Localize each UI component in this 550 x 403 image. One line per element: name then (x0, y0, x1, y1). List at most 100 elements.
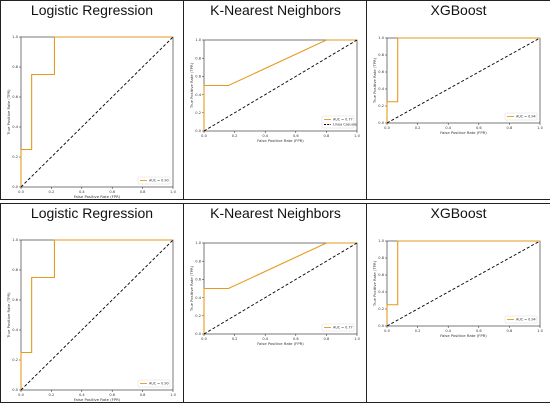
chart-title: XGBoost (430, 205, 487, 221)
y-tick-label: 0.0 (378, 121, 384, 125)
x-tick-label: 1.0 (537, 126, 543, 130)
x-axis-label: False Positive Rate (FPR) (257, 138, 304, 143)
roc-plot: 0.0 0.2 0.4 0.6 0.8 1.0 0.0 0.2 0.4 0.6 0.8 1.0 Fals… (372, 239, 544, 338)
x-axis-label: False Positive Rate (FPR) (74, 397, 121, 402)
legend-box (137, 379, 171, 388)
y-tick-label: 1.0 (195, 38, 201, 42)
x-tick-label: 0.0 (18, 190, 24, 194)
x-tick-label: 0.2 (49, 393, 55, 397)
x-tick-label: 0.8 (140, 190, 146, 194)
y-axis-label: True Positive Rate (TPR) (6, 89, 11, 136)
legend-box (504, 315, 538, 324)
legend-label: AUC = 0.77 (333, 326, 353, 330)
chart-title: K-Nearest Neighbors (210, 205, 341, 221)
chance-diagonal-line (20, 36, 174, 188)
chance-diagonal-line (20, 239, 174, 391)
y-tick-label: 0.8 (12, 65, 18, 69)
y-tick-label: 0.4 (12, 328, 18, 332)
y-tick-label: 0.6 (195, 75, 201, 79)
y-tick-label: 1.0 (12, 35, 18, 39)
y-tick-label: 0.0 (12, 388, 18, 392)
y-tick-label: 0.2 (12, 155, 18, 159)
y-axis-label: True Positive Rate (TPR) (372, 260, 377, 307)
legend-box (321, 115, 355, 129)
y-axis-label: True Positive Rate (TPR) (372, 57, 377, 104)
x-tick-label: 0.4 (79, 393, 85, 397)
x-tick-label: 0.4 (445, 329, 451, 333)
y-tick-label: 0.4 (195, 93, 201, 97)
roc-plot: 0.0 0.2 0.4 0.6 0.8 1.0 0.0 0.2 0.4 0.6 0.8 1.0 Fals… (189, 38, 361, 143)
y-tick-label: 0.8 (195, 56, 201, 60)
roc-plot: 0.0 0.2 0.4 0.6 0.8 1.0 0.0 0.2 0.4 0.6 0.8 1.0 Fals… (6, 238, 177, 402)
y-tick-label: 0.2 (195, 314, 201, 318)
x-tick-label: 0.8 (324, 337, 330, 341)
y-tick-label: 0.8 (195, 259, 201, 263)
roc-plot: 0.0 0.2 0.4 0.6 0.8 1.0 0.0 0.2 0.4 0.6 0.8 1.0 Fals… (189, 241, 361, 346)
y-tick-label: 0.8 (12, 268, 18, 272)
x-tick-label: 0.6 (476, 126, 482, 130)
x-tick-label: 0.8 (140, 393, 146, 397)
y-tick-label: 0.2 (378, 104, 384, 108)
legend-label: AUC = 0.94 (516, 318, 536, 322)
y-tick-label: 0.6 (12, 95, 18, 99)
x-tick-label: 0.4 (262, 134, 268, 138)
y-tick-label: 0.6 (378, 273, 384, 277)
roc-plot: 0.0 0.2 0.4 0.6 0.8 1.0 0.0 0.2 0.4 0.6 0.8 1.0 Fals… (6, 35, 177, 199)
x-tick-label: 0.8 (324, 134, 330, 138)
x-tick-label: 0.8 (507, 126, 513, 130)
x-tick-label: 0.0 (201, 337, 207, 341)
y-tick-label: 0.2 (12, 358, 18, 362)
legend-box (504, 112, 538, 121)
y-tick-label: 0.2 (378, 307, 384, 311)
y-tick-label: 0.6 (12, 298, 18, 302)
y-axis-label: True Positive Rate (TPR) (189, 62, 194, 109)
y-tick-label: 0.8 (378, 256, 384, 260)
figure-row-top: Logistic Regression 0.0 0.2 0.4 0.6 0.8 1.0 0.… (0, 0, 550, 200)
y-tick-label: 0.6 (378, 70, 384, 74)
x-tick-label: 0.0 (384, 329, 390, 333)
chart-title: Logistic Regression (30, 2, 154, 18)
x-tick-label: 0.2 (49, 190, 55, 194)
chance-diagonal-line (386, 37, 541, 124)
legend-label: AUC = 0.77 (333, 118, 353, 122)
chart-panel: Logistic Regression 0.0 0.2 0.4 0.6 0.8 1.0 0.… (1, 1, 183, 199)
legend-box (321, 323, 355, 332)
y-tick-label: 0.0 (195, 332, 201, 336)
x-tick-label: 0.2 (232, 337, 238, 341)
y-tick-label: 0.8 (378, 53, 384, 57)
x-tick-label: 0.6 (109, 190, 115, 194)
roc-curve-line (20, 239, 173, 390)
x-tick-label: 0.6 (293, 134, 299, 138)
roc-curve-line (203, 242, 357, 334)
y-tick-label: 0.4 (195, 296, 201, 300)
x-tick-label: 1.0 (354, 337, 360, 341)
x-tick-label: 0.4 (79, 190, 85, 194)
y-tick-label: 0.2 (195, 111, 201, 115)
x-tick-label: 0.2 (415, 126, 421, 130)
y-tick-label: 0.0 (378, 324, 384, 328)
x-tick-label: 0.4 (262, 337, 268, 341)
y-tick-label: 1.0 (12, 238, 18, 242)
roc-curve-line (386, 240, 540, 326)
roc-curve-line (386, 37, 540, 123)
x-tick-label: 0.2 (232, 134, 238, 138)
y-tick-label: 0.4 (378, 87, 384, 91)
chart-title: K-Nearest Neighbors (210, 2, 341, 18)
y-axis-label: True Positive Rate (TPR) (189, 265, 194, 312)
y-tick-label: 0.6 (195, 278, 201, 282)
x-tick-label: 1.0 (170, 393, 176, 397)
y-tick-label: 0.4 (378, 290, 384, 294)
x-tick-label: 0.0 (18, 393, 24, 397)
y-tick-label: 1.0 (378, 239, 384, 243)
y-tick-label: 0.0 (12, 185, 18, 189)
chart-panel: XGBoost 0.0 0.2 0.4 0.6 0.8 1.0 0.0 0.2 0.4 0.6 0.… (366, 1, 550, 199)
chart-panel: XGBoost 0.0 0.2 0.4 0.6 0.8 1.0 0.0 0.2 0.4 0.6 0.… (366, 204, 550, 402)
x-tick-label: 1.0 (170, 190, 176, 194)
x-axis-label: False Positive Rate (FPR) (440, 333, 487, 338)
chart-title: XGBoost (430, 2, 487, 18)
legend-box (137, 176, 171, 185)
figure-row-bottom: Logistic Regression 0.0 0.2 0.4 0.6 0.8 1.0 0.… (0, 203, 550, 403)
chance-diagonal-line (386, 240, 541, 327)
roc-curve-line (203, 39, 357, 131)
x-axis-label: False Positive Rate (FPR) (257, 341, 304, 346)
